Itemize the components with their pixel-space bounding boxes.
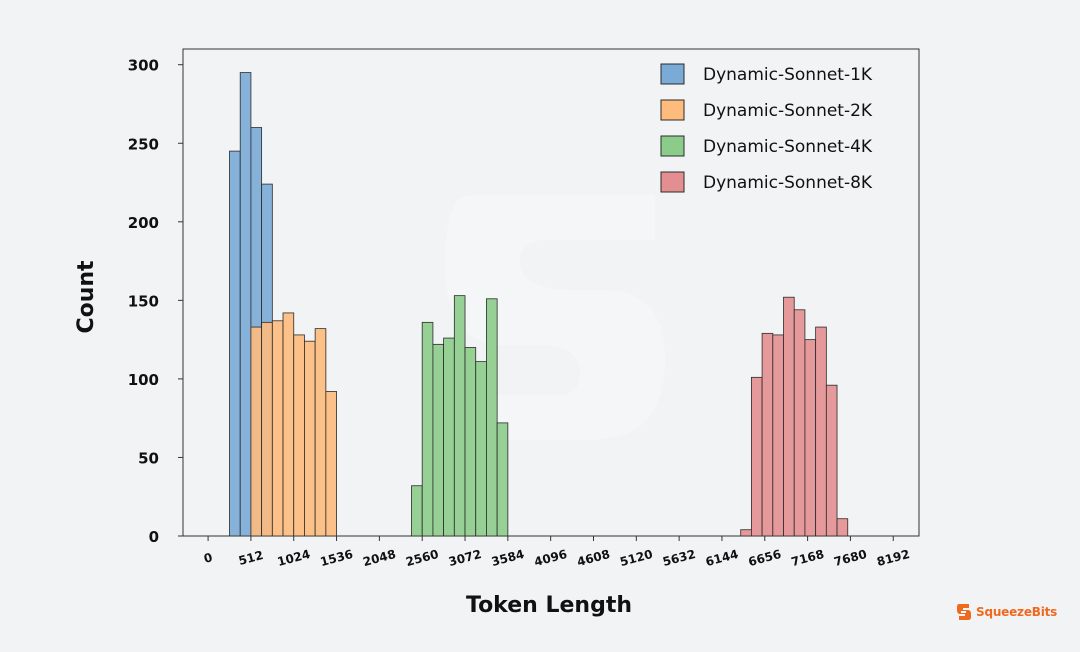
histogram-bar — [432, 343, 445, 537]
x-axis-ticks: 0 512 1024 1536 2048 2560 3072 3584 4096 4608 5120… — [202, 536, 911, 569]
histogram-bar — [740, 529, 752, 537]
legend-label: Dynamic-Sonnet-2K — [703, 101, 873, 121]
x-tick-label: 2048 — [361, 547, 397, 569]
histogram-bar — [815, 326, 827, 537]
y-tick-label: 300 — [128, 57, 159, 75]
x-tick-label: 5632 — [661, 547, 697, 569]
bars-group — [229, 72, 849, 537]
histogram-bar — [271, 320, 284, 537]
y-tick-label: 50 — [138, 449, 159, 467]
series-3 — [411, 295, 509, 537]
histogram-bar — [421, 321, 434, 537]
legend-swatch — [660, 63, 685, 85]
legend-label: Dynamic-Sonnet-4K — [703, 137, 873, 157]
y-tick-label: 200 — [128, 214, 159, 232]
histogram-bar — [282, 312, 295, 537]
brand-logo: SqueezeBits — [956, 603, 1057, 621]
histogram-bar — [229, 150, 241, 537]
histogram-bar — [250, 326, 263, 537]
x-tick-label: 6144 — [704, 547, 740, 569]
histogram-bar — [325, 391, 337, 537]
x-tick-label: 2560 — [404, 547, 440, 569]
x-tick-label: 5120 — [618, 547, 654, 569]
x-tick-label: 512 — [237, 548, 265, 568]
histogram-bar — [761, 332, 774, 537]
x-tick-label: 0 — [202, 550, 214, 566]
x-tick-label: 7168 — [790, 547, 826, 569]
histogram-bar — [783, 296, 795, 537]
legend-swatch — [660, 171, 685, 193]
histogram-bar — [825, 384, 838, 537]
x-tick-label: 8192 — [875, 547, 911, 569]
x-tick-label: 1024 — [276, 547, 312, 569]
squeezebits-logo-icon — [957, 604, 971, 620]
y-axis-label: Count — [74, 260, 99, 334]
histogram-bar — [793, 309, 806, 537]
x-tick-label: 3584 — [490, 547, 526, 569]
y-tick-label: 250 — [128, 135, 159, 153]
y-axis-ticks: 0 50 100 150 200 250 300 — [128, 57, 183, 546]
histogram-bar — [750, 376, 763, 537]
histogram-bar — [443, 337, 455, 537]
y-tick-label: 100 — [128, 371, 159, 389]
x-tick-label: 4096 — [533, 547, 569, 569]
histogram-bar — [464, 347, 477, 537]
series-2 — [250, 312, 337, 537]
y-tick-label: 0 — [149, 528, 159, 546]
histogram-bar — [261, 321, 273, 537]
legend-label: Dynamic-Sonnet-8K — [703, 173, 873, 193]
histogram-bar — [239, 72, 252, 537]
x-tick-label: 4608 — [576, 547, 612, 569]
histogram-bar — [496, 422, 509, 537]
legend-swatch — [660, 99, 685, 121]
legend-swatch — [660, 135, 685, 157]
x-axis-label: Token Length — [466, 593, 632, 618]
histogram-bar — [314, 328, 327, 537]
histogram-bar — [475, 361, 487, 537]
series-4 — [740, 296, 849, 537]
y-tick-label: 150 — [128, 292, 159, 310]
histogram-bar — [772, 334, 784, 537]
histogram-bar — [293, 334, 305, 537]
histogram-bar — [486, 298, 498, 537]
histogram-bar — [836, 518, 849, 537]
x-tick-label: 3072 — [447, 547, 483, 569]
histogram-bar — [804, 339, 817, 537]
histogram-bar — [453, 295, 466, 537]
brand-name: SqueezeBits — [976, 605, 1058, 619]
histogram-bar — [411, 485, 423, 537]
x-tick-label: 1536 — [319, 547, 355, 569]
x-tick-label: 6656 — [747, 547, 783, 569]
histogram-bar — [304, 340, 316, 537]
watermark-logo — [440, 195, 665, 440]
legend: Dynamic-Sonnet-1K Dynamic-Sonnet-2K Dynami… — [660, 63, 873, 193]
x-tick-label: 7680 — [832, 547, 868, 569]
legend-label: Dynamic-Sonnet-1K — [703, 65, 873, 85]
